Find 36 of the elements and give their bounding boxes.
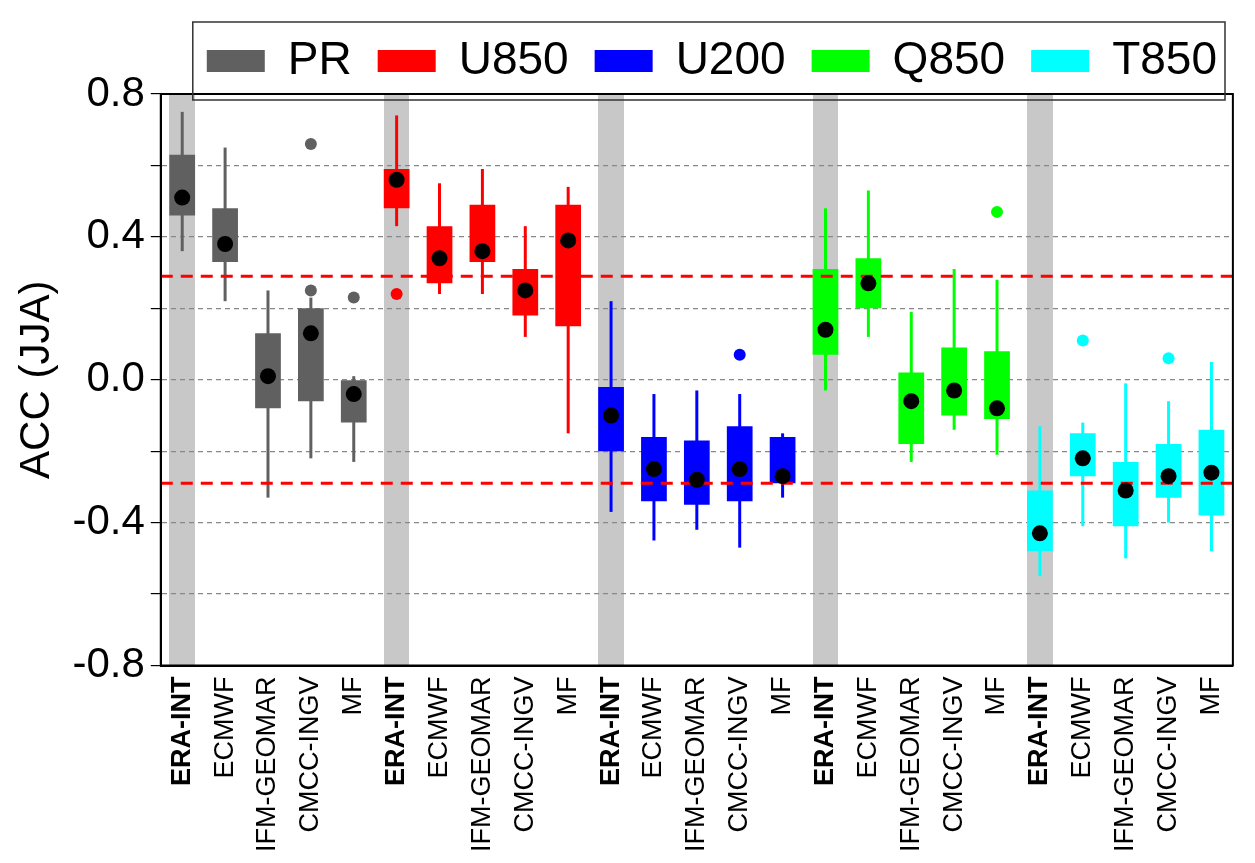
x-tick-label: IFM-GEOMAR	[680, 676, 711, 853]
x-tick-label: ERA-INT	[380, 676, 411, 787]
legend-label: Q850	[892, 31, 1006, 84]
y-tick-label: -0.8	[72, 639, 145, 687]
x-tick-label: ECMWF	[637, 676, 668, 779]
x-tick-label: ERA-INT	[808, 676, 839, 787]
y-tick-label: -0.4	[72, 496, 145, 544]
x-tick-label: MF	[1194, 676, 1225, 716]
legend-label: U850	[458, 31, 569, 84]
x-tick-label: CMCC-INGV	[508, 676, 539, 833]
y-tick-label: 0.0	[86, 353, 145, 401]
y-tick-label: 0.4	[86, 210, 145, 258]
x-tick-label: ECMWF	[1066, 676, 1097, 779]
x-tick-label: ERA-INT	[165, 676, 196, 787]
x-tick-label: ECMWF	[422, 676, 453, 779]
y-tick-label: 0.8	[86, 67, 145, 115]
legend-label: PR	[287, 31, 352, 84]
x-tick-label: MF	[766, 676, 797, 716]
x-tick-label: ERA-INT	[594, 676, 625, 787]
legend-label: U200	[675, 31, 786, 84]
legend-label: T850	[1112, 31, 1218, 84]
x-tick-label: CMCC-INGV	[937, 676, 968, 833]
x-tick-label: ECMWF	[851, 676, 882, 779]
x-tick-label: ERA-INT	[1023, 676, 1054, 787]
x-tick-label: MF	[980, 676, 1011, 716]
x-tick-label: MF	[551, 676, 582, 716]
x-tick-label: CMCC-INGV	[1152, 676, 1183, 833]
y-axis-title: ACC (JJA)	[10, 280, 58, 479]
x-tick-label: IFM-GEOMAR	[251, 676, 282, 853]
x-tick-label: ECMWF	[208, 676, 239, 779]
x-tick-label: IFM-GEOMAR	[1109, 676, 1140, 853]
x-tick-label: CMCC-INGV	[294, 676, 325, 833]
x-tick-label: IFM-GEOMAR	[894, 676, 925, 853]
x-tick-label: IFM-GEOMAR	[465, 676, 496, 853]
x-tick-label: MF	[337, 676, 368, 716]
x-tick-label: CMCC-INGV	[723, 676, 754, 833]
